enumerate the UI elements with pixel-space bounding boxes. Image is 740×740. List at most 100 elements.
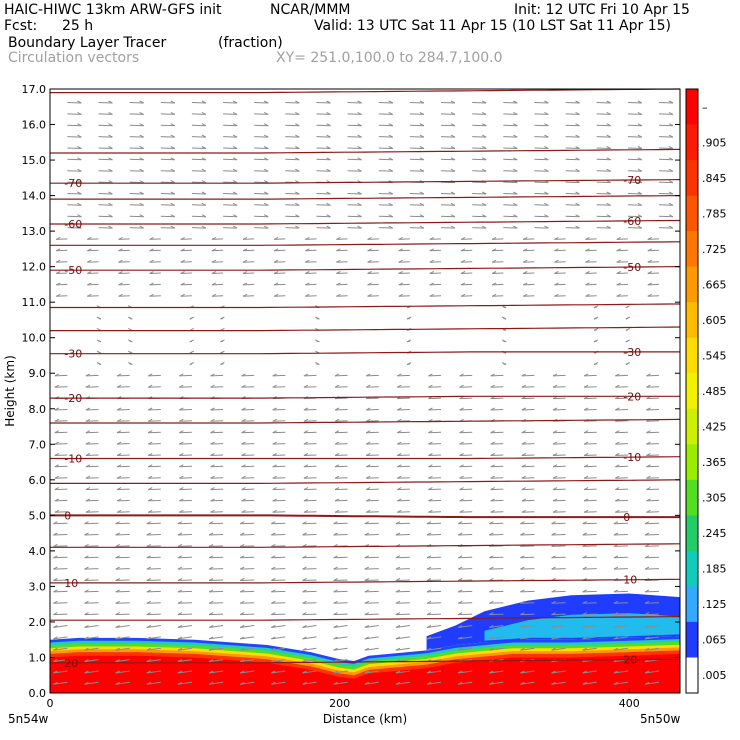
vector-arrow-head	[333, 681, 338, 685]
vector-arrow	[333, 636, 348, 640]
vector-arrow-head	[272, 475, 277, 479]
vector-arrow-head	[241, 430, 246, 434]
vector-arrow-head	[365, 487, 371, 491]
colorbar-swatch	[686, 515, 698, 552]
vector-arrow-head	[357, 168, 362, 172]
vector-arrow	[428, 443, 442, 445]
vector-arrow-head	[54, 441, 60, 445]
vector-arrow	[364, 613, 379, 616]
vector-arrow-head	[646, 384, 651, 388]
vector-arrow-head	[357, 202, 362, 206]
vector-arrow	[596, 102, 611, 104]
vector-arrow-head	[77, 146, 82, 149]
vector-arrow-head	[326, 225, 331, 229]
vector-arrow-head	[490, 441, 495, 445]
isotherm-label: 10	[64, 577, 78, 590]
vector-arrow	[223, 215, 238, 218]
vector-arrow-head	[575, 146, 580, 149]
vector-arrow	[409, 215, 424, 218]
vector-arrow	[428, 454, 442, 456]
colorbar-label: .185	[702, 563, 727, 576]
vector-arrow-head	[459, 475, 464, 479]
vector-arrow-head	[334, 464, 340, 468]
vector-arrow	[53, 670, 68, 674]
vector-arrow	[364, 659, 379, 663]
vector-arrow-head	[55, 248, 61, 252]
vector-arrow	[191, 227, 206, 229]
vector-arrow-head	[242, 248, 248, 252]
vector-arrow-head	[489, 625, 494, 628]
vector-arrow-head	[481, 146, 487, 149]
vector-arrow	[458, 602, 473, 604]
vector-arrow-head	[232, 100, 238, 104]
vector-arrow-head	[490, 475, 495, 479]
vector-arrow-head	[108, 202, 113, 206]
vector-arrow-head	[582, 521, 587, 525]
vector-arrow-head	[201, 111, 207, 115]
vector-arrow-head	[450, 111, 456, 115]
vector-arrow	[367, 261, 379, 263]
vector-arrow	[209, 590, 224, 593]
vector-arrow-head	[419, 214, 425, 218]
vector-arrow	[191, 193, 206, 195]
vector-arrow-head	[115, 521, 120, 525]
vector-arrow-head	[457, 681, 463, 685]
vector-arrow	[534, 158, 549, 161]
vector-arrow-head	[426, 670, 432, 674]
vector-arrow	[582, 681, 597, 685]
vector-arrow-head	[583, 407, 589, 411]
vector-arrow	[364, 602, 379, 604]
vector-arrow	[316, 147, 331, 149]
vector-arrow	[378, 193, 393, 195]
vector-arrow-head	[53, 521, 58, 525]
vector-arrow	[658, 113, 674, 115]
vector-arrow-head	[333, 612, 338, 616]
vector-arrow-head	[147, 487, 153, 491]
vector-arrow	[210, 454, 224, 456]
vector-arrow-head	[303, 418, 309, 422]
vector-arrow-head	[606, 146, 611, 149]
vector-arrow	[521, 397, 535, 400]
vector-arrow-head	[419, 111, 425, 115]
vector-arrow	[285, 170, 300, 172]
vector-arrow	[534, 204, 549, 206]
vector-arrow	[552, 431, 566, 434]
vector-arrow	[397, 431, 410, 434]
vector-arrow-head	[272, 509, 277, 513]
vector-arrow-head	[333, 636, 338, 640]
vector-arrow-head	[367, 282, 372, 286]
vector-arrow-head	[239, 578, 245, 581]
vector-arrow	[426, 670, 442, 674]
vector-arrow-head	[521, 453, 527, 456]
colorbar-swatch	[686, 444, 698, 481]
vector-arrow-head	[489, 647, 494, 651]
vector-arrow-head	[522, 293, 528, 297]
vector-arrow	[616, 249, 628, 252]
isotherm-line	[50, 241, 681, 246]
vector-arrow-head	[303, 509, 309, 513]
vector-arrow	[54, 499, 68, 502]
vector-arrow	[644, 602, 660, 604]
vector-arrow	[115, 522, 130, 525]
vector-arrow	[582, 636, 597, 640]
vector-arrow	[565, 170, 580, 172]
vector-arrow	[616, 238, 628, 240]
vector-arrow	[241, 374, 255, 377]
vector-arrow-head	[263, 100, 269, 104]
vector-arrow-head	[575, 111, 580, 115]
vector-arrow	[459, 431, 473, 434]
isotherm-line	[50, 303, 680, 309]
vector-arrow-head	[315, 316, 320, 320]
vector-arrow-head	[179, 384, 184, 388]
vector-arrow	[85, 454, 99, 456]
vector-arrow-head	[96, 316, 102, 320]
vector-arrow-head	[326, 100, 331, 104]
vector-arrow	[223, 204, 238, 206]
vector-arrow-head	[554, 293, 559, 297]
isotherm-label: -30	[623, 346, 641, 359]
vector-arrow	[409, 124, 424, 127]
vector-arrow-head	[552, 407, 558, 411]
isotherm-label: -60	[623, 215, 641, 228]
vector-arrow-head	[491, 293, 497, 297]
